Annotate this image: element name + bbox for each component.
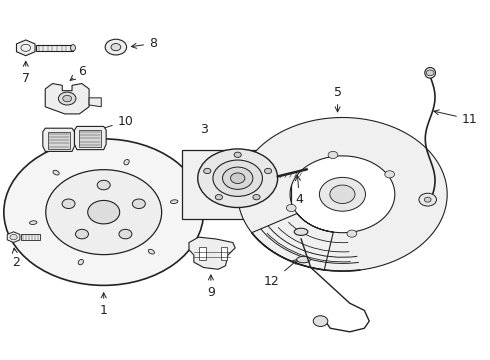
Text: 5: 5 <box>334 86 342 112</box>
Circle shape <box>62 199 75 208</box>
Polygon shape <box>7 232 20 243</box>
Ellipse shape <box>29 221 37 225</box>
Ellipse shape <box>53 170 59 175</box>
Text: 11: 11 <box>434 110 478 126</box>
Text: 3: 3 <box>199 123 208 136</box>
Polygon shape <box>45 84 89 114</box>
Text: 4: 4 <box>295 176 303 206</box>
Circle shape <box>119 229 132 239</box>
Circle shape <box>347 230 357 237</box>
Bar <box>220 247 227 260</box>
Circle shape <box>230 173 245 184</box>
Polygon shape <box>79 130 101 147</box>
Circle shape <box>222 167 253 189</box>
Circle shape <box>215 194 222 200</box>
Polygon shape <box>74 126 106 150</box>
Circle shape <box>213 160 263 196</box>
Text: 1: 1 <box>100 293 108 317</box>
Circle shape <box>111 44 121 51</box>
Text: 7: 7 <box>22 61 30 85</box>
Circle shape <box>198 149 278 207</box>
Circle shape <box>4 139 203 285</box>
Circle shape <box>313 316 328 327</box>
Circle shape <box>10 234 17 240</box>
Circle shape <box>424 197 431 202</box>
Circle shape <box>97 180 110 190</box>
Circle shape <box>426 70 434 76</box>
Bar <box>182 150 291 219</box>
Ellipse shape <box>296 256 310 263</box>
Circle shape <box>234 152 241 157</box>
Text: 8: 8 <box>131 37 157 50</box>
Circle shape <box>204 168 211 174</box>
Text: 9: 9 <box>207 275 215 299</box>
Text: 6: 6 <box>70 64 86 80</box>
Circle shape <box>58 92 76 105</box>
Circle shape <box>328 152 338 158</box>
Circle shape <box>319 177 366 211</box>
Polygon shape <box>89 98 101 107</box>
Ellipse shape <box>148 249 154 254</box>
Polygon shape <box>189 237 235 269</box>
Bar <box>199 247 205 260</box>
Bar <box>21 234 40 240</box>
Ellipse shape <box>78 260 83 265</box>
Circle shape <box>385 171 394 178</box>
Circle shape <box>419 193 437 206</box>
Polygon shape <box>43 128 74 152</box>
Ellipse shape <box>171 200 178 203</box>
Text: 2: 2 <box>12 248 20 269</box>
Polygon shape <box>17 40 35 56</box>
Ellipse shape <box>124 159 129 165</box>
Polygon shape <box>48 132 70 149</box>
Circle shape <box>253 194 260 200</box>
Ellipse shape <box>294 228 308 235</box>
Circle shape <box>88 201 120 224</box>
Circle shape <box>265 168 271 174</box>
Circle shape <box>330 185 355 203</box>
Bar <box>36 45 73 51</box>
Polygon shape <box>238 117 447 271</box>
Circle shape <box>75 229 89 239</box>
Circle shape <box>286 204 296 212</box>
Ellipse shape <box>425 67 436 78</box>
Text: 12: 12 <box>264 259 298 288</box>
Ellipse shape <box>71 45 75 51</box>
Circle shape <box>63 95 72 102</box>
Circle shape <box>46 170 162 255</box>
Circle shape <box>105 39 126 55</box>
Circle shape <box>132 199 146 208</box>
Text: 10: 10 <box>85 114 134 135</box>
